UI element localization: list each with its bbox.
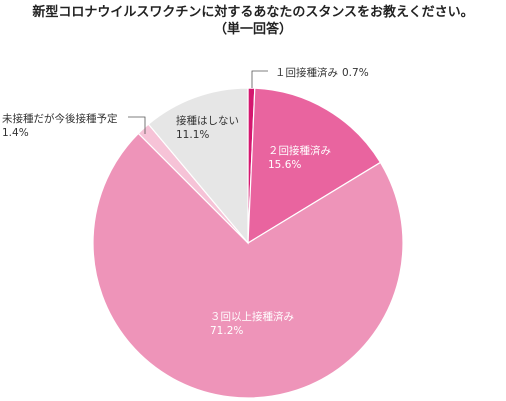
leader-line [251, 70, 268, 88]
slice-label: 未接種だが今後接種予定 [2, 112, 118, 125]
slice-value-label: 71.2% [210, 325, 243, 337]
chart-title-line1: 新型コロナウイルスワクチンに対するあなたのスタンスをお教えください。 [32, 5, 474, 20]
chart-subtitle: （単一回答） [213, 22, 292, 37]
slice-value-label: 11.1% [176, 129, 209, 141]
slice-label: ２回接種済み [268, 144, 331, 157]
slice-value-label: 0.7% [342, 67, 369, 79]
pie-slice [147, 87, 249, 245]
slice-label: ３回以上接種済み [210, 310, 294, 323]
slice-value-label: 1.4% [2, 127, 29, 139]
leader-line [128, 116, 146, 134]
chart-title: 新型コロナウイルスワクチンに対するあなたのスタンスをお教えください。 （単一回答… [0, 4, 506, 38]
pie-slice [247, 87, 382, 245]
slice-label: １回接種済み [275, 66, 338, 79]
slice-value-label: 15.6% [268, 159, 301, 171]
slice-label: 接種はしない [176, 114, 239, 127]
pie-slice [92, 132, 404, 399]
